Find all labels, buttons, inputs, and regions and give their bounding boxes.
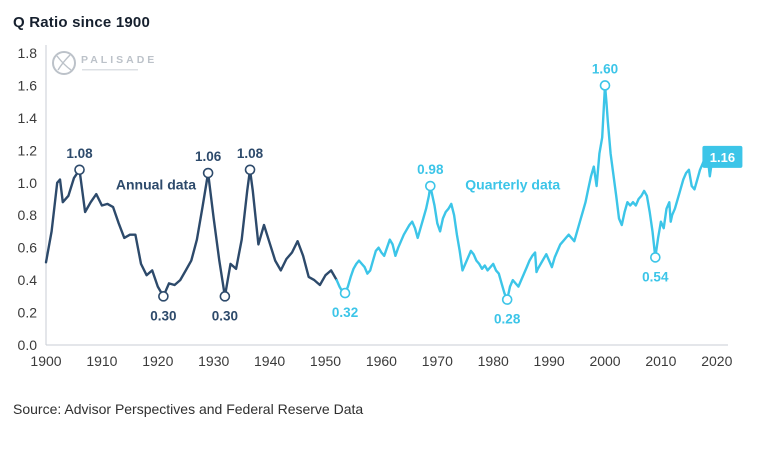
- x-axis-tick-label: 1910: [86, 353, 117, 369]
- x-axis-tick-label: 1940: [254, 353, 285, 369]
- annotation-marker: [74, 164, 85, 176]
- y-axis-tick-label: 1.6: [18, 77, 38, 93]
- x-axis-tick-label: 1970: [422, 353, 453, 369]
- y-axis-tick-label: 0.8: [18, 207, 38, 223]
- y-axis-tick-label: 1.4: [18, 110, 38, 126]
- y-axis-tick-label: 0.4: [18, 272, 38, 288]
- x-axis-tick-label: 1960: [366, 353, 397, 369]
- y-axis-tick-label: 1.0: [18, 175, 38, 191]
- annotation-marker: [650, 252, 661, 263]
- annotation-label: 0.32: [332, 305, 358, 320]
- annotation-marker: [158, 291, 169, 302]
- y-axis-tick-label: 0.2: [18, 305, 38, 321]
- source-text: Source: Advisor Perspectives and Federal…: [13, 401, 364, 417]
- palisade-logo-icon: [52, 51, 76, 75]
- chart-title: Q Ratio since 1900: [13, 14, 150, 31]
- annotation-label: 0.98: [417, 162, 444, 177]
- palisade-tagline-decoration: [82, 69, 138, 71]
- palisade-watermark: PALISADE: [81, 54, 157, 66]
- annotation-marker: [425, 180, 436, 192]
- series-label: Annual data: [116, 176, 196, 192]
- series-label: Quarterly data: [465, 176, 560, 192]
- x-axis-tick-label: 2020: [701, 353, 732, 369]
- annotation-label: 1.60: [592, 61, 618, 76]
- annotation-label: 1.06: [195, 149, 222, 164]
- annotation-label: 1.08: [237, 146, 264, 161]
- end-value-label: 1.16: [710, 150, 735, 165]
- end-value-box: [702, 145, 743, 168]
- x-axis-tick-label: 2010: [645, 353, 676, 369]
- y-axis-tick-label: 0.6: [18, 240, 38, 256]
- x-axis-tick-label: 2000: [589, 353, 620, 369]
- page: Q Ratio since 1900 0.0 0.2 0.4 0.6 0.8 1.0 1.2…: [0, 14, 768, 454]
- annotation-marker: [244, 164, 256, 176]
- annotation-label: 0.30: [212, 308, 238, 323]
- annotation-marker: [501, 294, 513, 305]
- annotation-label: 1.08: [66, 146, 93, 161]
- x-axis-tick-label: 1990: [534, 353, 565, 369]
- annotation-marker: [599, 80, 611, 91]
- q-ratio-chart: 0.0 0.2 0.4 0.6 0.8 1.0 1.2 1.4 1.6 1.8 1900 1910 19…: [18, 45, 743, 369]
- x-axis-tick-label: 1950: [310, 353, 341, 369]
- annual-series-line: [44, 168, 338, 298]
- x-axis-tick-label: 1930: [198, 353, 229, 369]
- x-axis-tick-label: 1920: [142, 353, 173, 369]
- y-axis-tick-label: 1.8: [18, 45, 38, 61]
- y-axis-tick-label: 0.0: [18, 337, 38, 353]
- annotation-marker: [339, 287, 351, 299]
- annotation-label: 0.54: [642, 269, 669, 284]
- annotation-marker: [202, 167, 214, 179]
- quarterly-series-line: [335, 84, 716, 301]
- palisade-logo-swirl-icon: [56, 54, 72, 71]
- annotation-marker: [219, 291, 231, 302]
- x-axis-tick-label: 1900: [30, 353, 61, 369]
- annotation-label: 0.30: [150, 308, 176, 323]
- annotation-label: 0.28: [494, 312, 521, 327]
- x-axis-tick-label: 1980: [478, 353, 509, 369]
- y-axis-tick-label: 1.2: [18, 142, 38, 158]
